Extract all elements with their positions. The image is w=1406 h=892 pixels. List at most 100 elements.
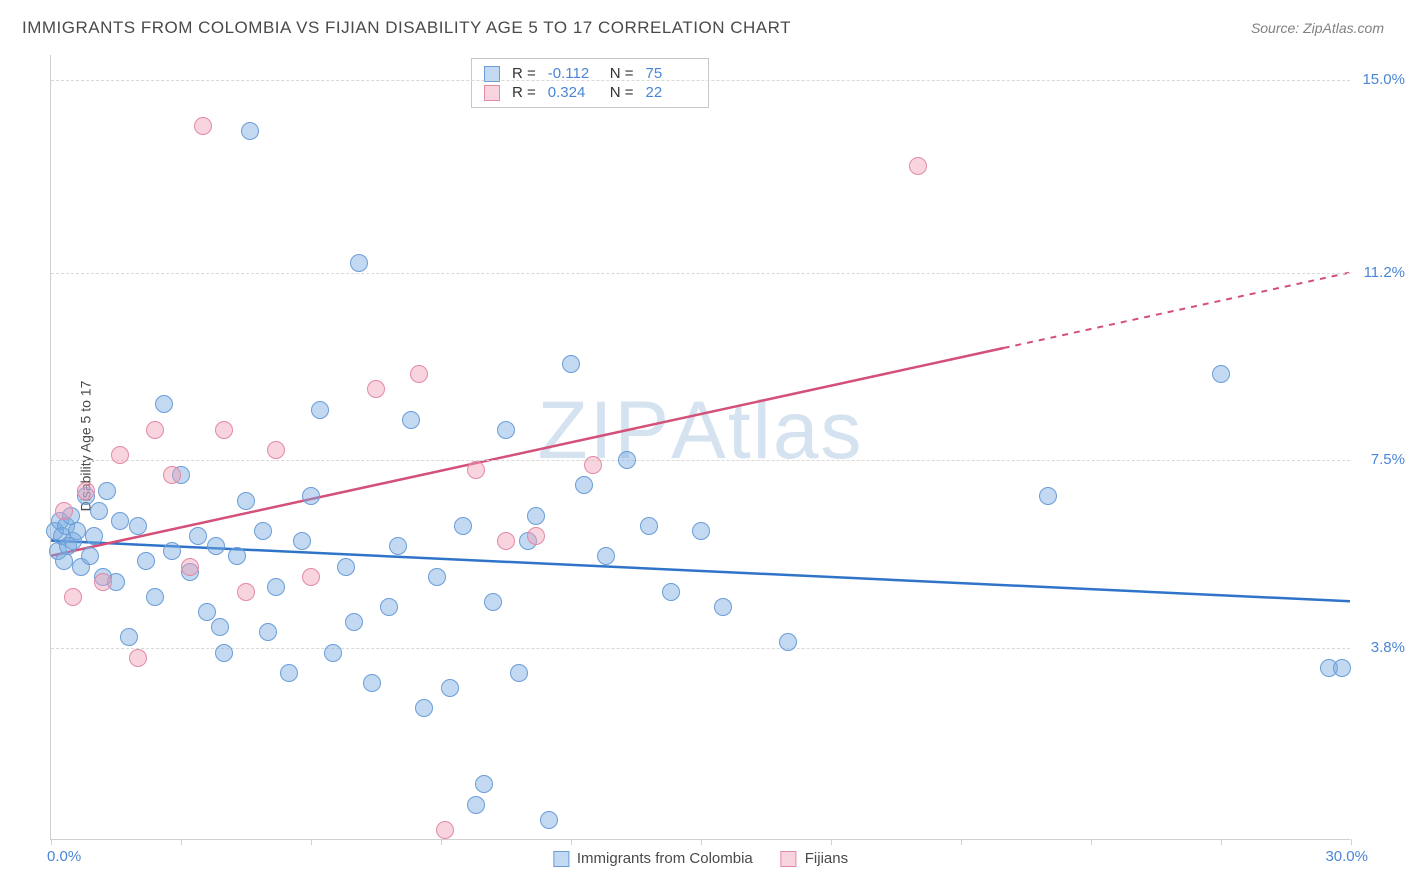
legend-item-b: Fijians [781, 850, 848, 867]
watermark-atlas: Atlas [671, 385, 863, 476]
stats-row-b: R = 0.324 N = 22 [484, 83, 696, 102]
gridline [51, 80, 1350, 81]
point-fijian [302, 568, 320, 586]
swatch-a [484, 66, 500, 82]
point-colombia [111, 512, 129, 530]
point-colombia [241, 122, 259, 140]
point-fijian [55, 502, 73, 520]
point-fijian [146, 421, 164, 439]
point-fijian [527, 527, 545, 545]
point-colombia [454, 517, 472, 535]
point-colombia [510, 664, 528, 682]
point-colombia [402, 411, 420, 429]
point-colombia [350, 254, 368, 272]
legend-label-b: Fijians [805, 850, 848, 867]
point-colombia [311, 401, 329, 419]
point-colombia [337, 558, 355, 576]
point-fijian [909, 157, 927, 175]
gridline [51, 273, 1350, 274]
point-colombia [55, 552, 73, 570]
point-colombia [345, 613, 363, 631]
watermark-zip: ZIP [538, 385, 672, 476]
point-colombia [527, 507, 545, 525]
point-fijian [410, 365, 428, 383]
stats-legend-box: R = -0.112 N = 75 R = 0.324 N = 22 [471, 58, 709, 108]
point-colombia [85, 527, 103, 545]
point-colombia [389, 537, 407, 555]
n-label-b: N = [610, 84, 634, 101]
point-fijian [163, 466, 181, 484]
point-fijian [215, 421, 233, 439]
point-colombia [1333, 659, 1351, 677]
point-colombia [68, 522, 86, 540]
point-colombia [293, 532, 311, 550]
swatch-b-icon [781, 851, 797, 867]
n-value-b: 22 [646, 84, 696, 101]
point-colombia [618, 451, 636, 469]
point-colombia [779, 633, 797, 651]
point-fijian [64, 588, 82, 606]
x-tick [311, 839, 312, 845]
y-tick-label: 15.0% [1362, 71, 1405, 88]
x-max-label: 30.0% [1325, 848, 1368, 865]
r-label-b: R = [512, 84, 536, 101]
x-tick [51, 839, 52, 845]
point-colombia [254, 522, 272, 540]
x-min-label: 0.0% [47, 848, 81, 865]
y-tick-label: 7.5% [1371, 451, 1405, 468]
point-colombia [228, 547, 246, 565]
point-colombia [692, 522, 710, 540]
point-colombia [302, 487, 320, 505]
point-fijian [436, 821, 454, 839]
trendline-fijian [51, 348, 1004, 556]
trend-lines [51, 55, 1350, 839]
point-colombia [81, 547, 99, 565]
plot-area: ZIPAtlas R = -0.112 N = 75 R = 0.324 N =… [50, 55, 1350, 840]
trendline-dashed [1004, 272, 1350, 348]
point-colombia [207, 537, 225, 555]
x-tick [831, 839, 832, 845]
point-colombia [189, 527, 207, 545]
point-fijian [467, 461, 485, 479]
point-fijian [497, 532, 515, 550]
point-colombia [562, 355, 580, 373]
point-colombia [428, 568, 446, 586]
point-colombia [215, 644, 233, 662]
point-colombia [475, 775, 493, 793]
point-colombia [90, 502, 108, 520]
point-colombia [267, 578, 285, 596]
point-colombia [415, 699, 433, 717]
point-fijian [181, 558, 199, 576]
x-tick [1091, 839, 1092, 845]
point-colombia [211, 618, 229, 636]
point-colombia [280, 664, 298, 682]
legend-label-a: Immigrants from Colombia [577, 850, 753, 867]
point-colombia [146, 588, 164, 606]
point-colombia [237, 492, 255, 510]
point-colombia [98, 482, 116, 500]
point-colombia [441, 679, 459, 697]
point-colombia [380, 598, 398, 616]
point-colombia [259, 623, 277, 641]
point-fijian [111, 446, 129, 464]
x-tick [441, 839, 442, 845]
source-label: Source: ZipAtlas.com [1251, 20, 1384, 36]
bottom-legend: Immigrants from Colombia Fijians [553, 850, 848, 867]
point-colombia [137, 552, 155, 570]
x-tick [701, 839, 702, 845]
point-colombia [363, 674, 381, 692]
point-fijian [584, 456, 602, 474]
point-fijian [94, 573, 112, 591]
x-tick [1351, 839, 1352, 845]
point-colombia [484, 593, 502, 611]
point-colombia [662, 583, 680, 601]
point-colombia [597, 547, 615, 565]
point-colombia [129, 517, 147, 535]
point-colombia [163, 542, 181, 560]
point-fijian [194, 117, 212, 135]
point-fijian [367, 380, 385, 398]
point-colombia [120, 628, 138, 646]
point-colombia [198, 603, 216, 621]
point-colombia [640, 517, 658, 535]
r-value-b: 0.324 [548, 84, 598, 101]
